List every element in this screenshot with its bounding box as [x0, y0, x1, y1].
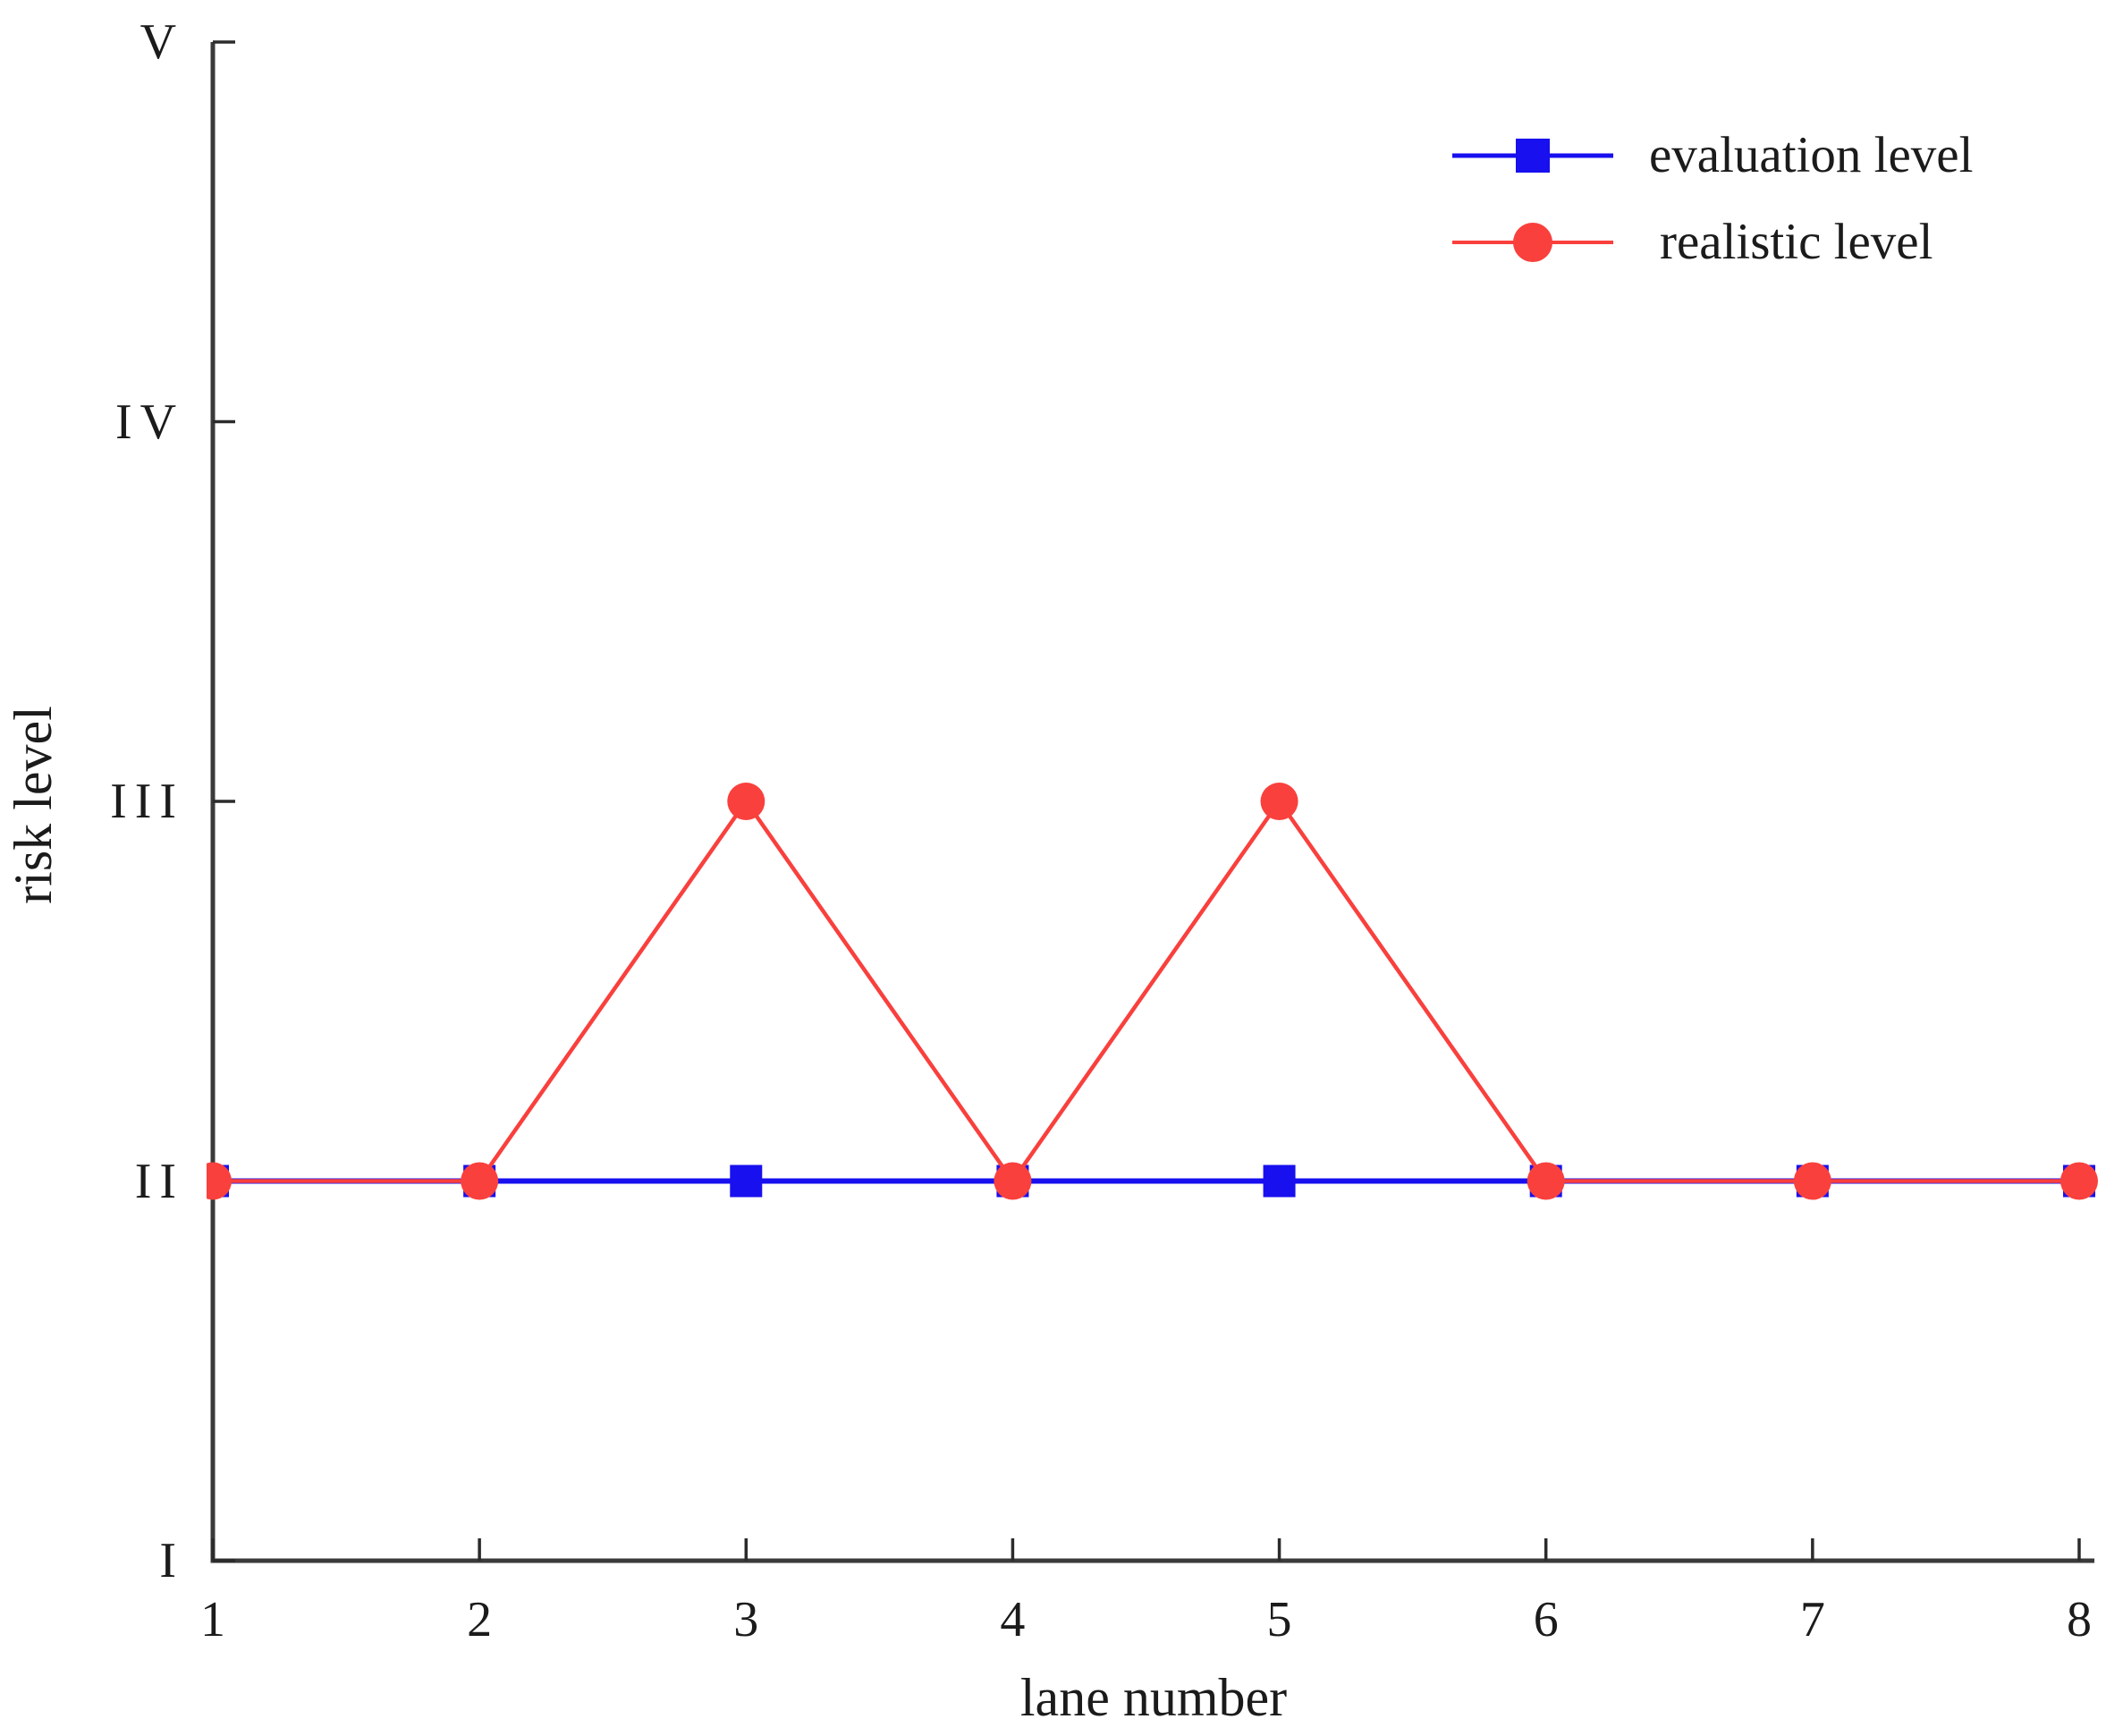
marker-circle [1793, 1162, 1831, 1200]
marker-circle [2060, 1162, 2098, 1200]
x-tick-label: 8 [2066, 1592, 2092, 1647]
marker-circle [1260, 783, 1298, 820]
legend-entry-realistic-level: realistic level [1452, 202, 1933, 283]
legend-swatch-blue-square [1452, 139, 1613, 173]
y-tick-label: IV [114, 394, 184, 450]
marker-circle [994, 1162, 1032, 1200]
legend-entry-evaluation-level: evaluation level [1452, 115, 1973, 196]
x-tick-label: 4 [1000, 1592, 1026, 1647]
legend-label: realistic level [1660, 214, 1933, 270]
y-tick-label: V [140, 14, 184, 70]
x-tick-label: 3 [733, 1592, 759, 1647]
x-tick-label: 6 [1533, 1592, 1559, 1647]
series-line-circle [213, 798, 2079, 1185]
x-tick-label: 1 [200, 1592, 225, 1647]
legend-swatch-red-circle [1452, 223, 1613, 262]
x-tick-label: 5 [1266, 1592, 1292, 1647]
marker-square [730, 1164, 763, 1198]
y-tick-label: II [134, 1153, 184, 1209]
marker-circle [461, 1162, 499, 1200]
y-tick-label: III [110, 774, 184, 829]
x-tick-label: 7 [1799, 1592, 1825, 1647]
marker-circle [727, 783, 765, 820]
marker-circle [1527, 1162, 1565, 1200]
marker-square [1263, 1164, 1296, 1198]
x-axis-title: lane number [1019, 1668, 1288, 1727]
marker-circle [207, 1162, 232, 1200]
x-tick-label: 2 [467, 1592, 493, 1647]
y-tick-label: I [159, 1533, 184, 1588]
legend-label: evaluation level [1649, 127, 1974, 183]
